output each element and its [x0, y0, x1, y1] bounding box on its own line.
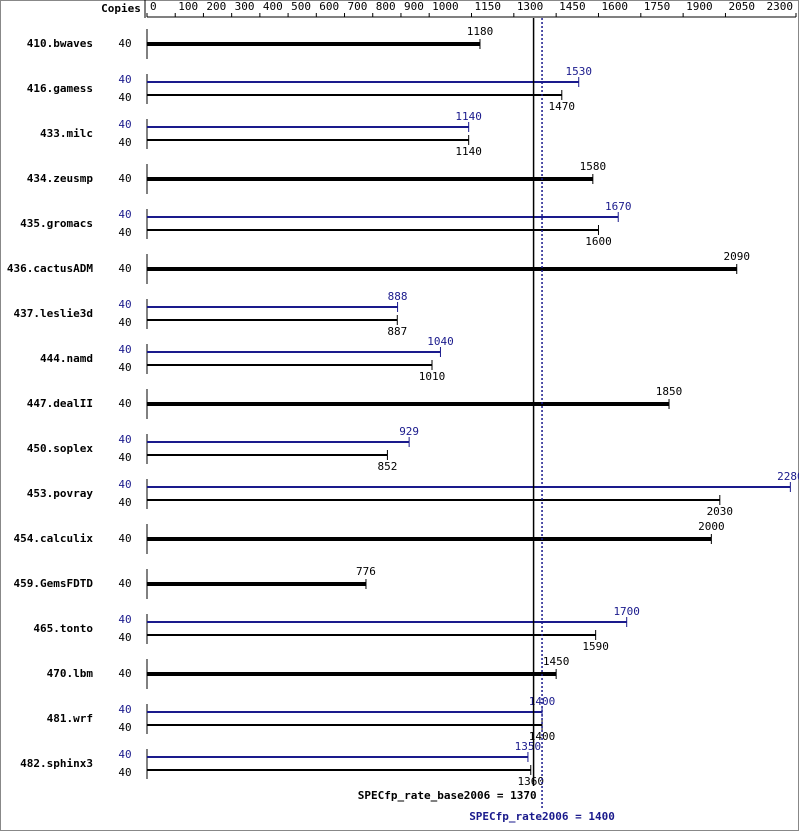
- benchmark-label: 470.lbm: [47, 667, 94, 680]
- value-label: 776: [356, 565, 376, 578]
- x-tick-label: 300: [235, 0, 255, 13]
- benchmark-label: 482.sphinx3: [20, 757, 93, 770]
- x-tick-label: 600: [319, 0, 339, 13]
- x-tick-label: 1150: [475, 0, 502, 13]
- x-tick-label: 1750: [644, 0, 671, 13]
- copies-label: 40: [118, 208, 131, 221]
- copies-label: 40: [118, 262, 131, 275]
- reference-label: SPECfp_rate2006 = 1400: [469, 810, 615, 823]
- benchmark-label: 481.wrf: [47, 712, 93, 725]
- value-label: 929: [399, 425, 419, 438]
- value-label: 1400: [529, 695, 556, 708]
- copies-label: 40: [118, 703, 131, 716]
- x-tick-label: 700: [348, 0, 368, 13]
- benchmark-label: 416.gamess: [27, 82, 93, 95]
- benchmark-label: 436.cactusADM: [7, 262, 93, 275]
- value-label: 2030: [707, 505, 734, 518]
- value-label: 1040: [427, 335, 454, 348]
- value-label: 1530: [565, 65, 592, 78]
- value-label: 1140: [455, 110, 482, 123]
- x-tick-label: 100: [178, 0, 198, 13]
- copies-label: 40: [118, 496, 131, 509]
- x-tick-label: 2050: [728, 0, 755, 13]
- copies-label: 40: [118, 613, 131, 626]
- copies-label: 40: [118, 667, 131, 680]
- value-label: 1470: [549, 100, 576, 113]
- benchmark-label: 454.calculix: [14, 532, 94, 545]
- value-label: 1590: [582, 640, 609, 653]
- value-label: 1580: [580, 160, 607, 173]
- x-tick-label: 900: [404, 0, 424, 13]
- benchmark-label: 437.leslie3d: [14, 307, 93, 320]
- axis-title: Copies: [101, 2, 141, 15]
- value-label: 887: [387, 325, 407, 338]
- copies-label: 40: [118, 631, 131, 644]
- benchmark-label: 450.soplex: [27, 442, 94, 455]
- value-label: 2280: [777, 470, 799, 483]
- x-tick-label: 200: [206, 0, 226, 13]
- value-label: 1350: [515, 740, 542, 753]
- value-label: 1850: [656, 385, 683, 398]
- copies-label: 40: [118, 721, 131, 734]
- benchmark-label: 435.gromacs: [20, 217, 93, 230]
- copies-label: 40: [118, 118, 131, 131]
- x-tick-label: 1000: [432, 0, 459, 13]
- value-label: 852: [377, 460, 397, 473]
- x-tick-label: 2300: [767, 0, 794, 13]
- benchmark-label: 465.tonto: [33, 622, 93, 635]
- x-tick-label: 500: [291, 0, 311, 13]
- value-label: 2000: [698, 520, 725, 533]
- benchmark-label: 410.bwaves: [27, 37, 93, 50]
- copies-label: 40: [118, 451, 131, 464]
- copies-label: 40: [118, 37, 131, 50]
- copies-label: 40: [118, 316, 131, 329]
- x-tick-label: 400: [263, 0, 283, 13]
- copies-label: 40: [118, 766, 131, 779]
- benchmark-label: 444.namd: [40, 352, 93, 365]
- benchmark-label: 433.milc: [40, 127, 93, 140]
- value-label: 1700: [613, 605, 640, 618]
- value-label: 1600: [585, 235, 612, 248]
- copies-label: 40: [118, 577, 131, 590]
- copies-label: 40: [118, 361, 131, 374]
- value-label: 2090: [723, 250, 750, 263]
- copies-label: 40: [118, 478, 131, 491]
- value-label: 1360: [518, 775, 545, 788]
- x-tick-label: 0: [150, 0, 157, 13]
- value-label: 888: [388, 290, 408, 303]
- copies-label: 40: [118, 136, 131, 149]
- value-label: 1670: [605, 200, 632, 213]
- copies-label: 40: [118, 73, 131, 86]
- copies-label: 40: [118, 298, 131, 311]
- value-label: 1400: [529, 730, 556, 743]
- benchmark-label: 447.dealII: [27, 397, 93, 410]
- value-label: 1010: [419, 370, 446, 383]
- x-tick-label: 1450: [559, 0, 586, 13]
- x-tick-label: 1900: [686, 0, 713, 13]
- benchmark-label: 434.zeusmp: [27, 172, 94, 185]
- copies-label: 40: [118, 172, 131, 185]
- value-label: 1180: [467, 25, 494, 38]
- benchmark-label: 453.povray: [27, 487, 94, 500]
- copies-label: 40: [118, 343, 131, 356]
- copies-label: 40: [118, 91, 131, 104]
- value-label: 1140: [455, 145, 482, 158]
- copies-label: 40: [118, 226, 131, 239]
- reference-label: SPECfp_rate_base2006 = 1370: [358, 789, 537, 802]
- copies-label: 40: [118, 748, 131, 761]
- x-tick-label: 1300: [517, 0, 544, 13]
- x-tick-label: 1600: [601, 0, 628, 13]
- benchmark-label: 459.GemsFDTD: [14, 577, 94, 590]
- copies-label: 40: [118, 532, 131, 545]
- x-tick-label: 800: [376, 0, 396, 13]
- value-label: 1450: [543, 655, 570, 668]
- copies-label: 40: [118, 397, 131, 410]
- copies-label: 40: [118, 433, 131, 446]
